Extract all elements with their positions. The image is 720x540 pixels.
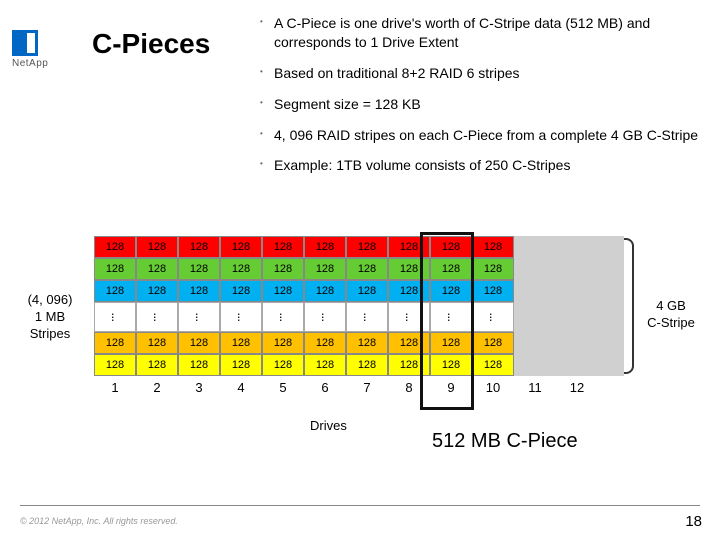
raid-cell: 128 (430, 332, 472, 354)
raid-cell: 128 (262, 258, 304, 280)
raid-cell: 128 (430, 258, 472, 280)
drive-number: 6 (304, 376, 346, 398)
raid-cell: 128 (178, 280, 220, 302)
raid-cell: 128 (220, 258, 262, 280)
raid-cell: 128 (220, 354, 262, 376)
raid-cell: 128 (388, 332, 430, 354)
raid-cell: . . . (388, 302, 430, 332)
raid-cell: 128 (94, 280, 136, 302)
raid-cell: 128 (388, 258, 430, 280)
raid-cell: 128 (430, 354, 472, 376)
raid-cell: 128 (388, 354, 430, 376)
raid-cell: 128 (304, 354, 346, 376)
cpiece-label: 512 MB C-Piece (432, 430, 578, 453)
raid-cell: 128 (304, 280, 346, 302)
page-title: C-Pieces (92, 28, 210, 60)
drive-number: 4 (220, 376, 262, 398)
raid-cell: . . . (178, 302, 220, 332)
footer-divider (20, 505, 700, 506)
raid-cell: 128 (262, 354, 304, 376)
raid-cell: 128 (472, 354, 514, 376)
raid-cell: . . . (136, 302, 178, 332)
raid-cell: 128 (220, 236, 262, 258)
drive-number: 10 (472, 376, 514, 398)
raid-cell: 128 (220, 332, 262, 354)
drive-number: 1 (94, 376, 136, 398)
raid-cell: 128 (472, 332, 514, 354)
raid-cell: 128 (136, 332, 178, 354)
bullet-item: A C-Piece is one drive's worth of C-Stri… (260, 14, 700, 52)
drive-number: 5 (262, 376, 304, 398)
drives-label: Drives (310, 418, 347, 433)
raid-cell: 128 (178, 354, 220, 376)
raid-cell: 128 (220, 280, 262, 302)
raid-cell: 128 (178, 332, 220, 354)
raid-cell: . . . (94, 302, 136, 332)
raid-cell: 128 (472, 280, 514, 302)
raid-cell: 128 (472, 258, 514, 280)
raid-cell: . . . (472, 302, 514, 332)
raid-cell: . . . (262, 302, 304, 332)
raid-cell: 128 (304, 258, 346, 280)
raid-cell: 128 (304, 236, 346, 258)
raid-cell: 128 (346, 236, 388, 258)
raid-cell: 128 (472, 236, 514, 258)
raid-cell: 128 (94, 258, 136, 280)
drive-number: 7 (346, 376, 388, 398)
raid-cell: 128 (136, 236, 178, 258)
raid-cell: 128 (262, 236, 304, 258)
raid-cell: 128 (178, 236, 220, 258)
raid-cell: 128 (94, 354, 136, 376)
bullet-item: Segment size = 128 KB (260, 95, 700, 114)
raid-cell: 128 (262, 280, 304, 302)
raid-cell: . . . (220, 302, 262, 332)
raid-cell: . . . (430, 302, 472, 332)
raid-cell: 128 (94, 332, 136, 354)
drive-number: 12 (556, 376, 598, 398)
raid-diagram: 1281281281281281281281281281281281281281… (94, 236, 598, 398)
drive-number: 9 (430, 376, 472, 398)
raid-cell: 128 (346, 354, 388, 376)
bullet-list: A C-Piece is one drive's worth of C-Stri… (260, 14, 700, 187)
bullet-item: Based on traditional 8+2 RAID 6 stripes (260, 64, 700, 83)
raid-cell: 128 (136, 354, 178, 376)
raid-cell: 128 (94, 236, 136, 258)
raid-cell: 128 (430, 280, 472, 302)
raid-cell: 128 (388, 236, 430, 258)
page-number: 18 (685, 513, 702, 530)
netapp-logo: NetApp (12, 30, 48, 69)
drive-number: 8 (388, 376, 430, 398)
raid-cell: 128 (136, 258, 178, 280)
drive-number: 3 (178, 376, 220, 398)
raid-cell: 128 (388, 280, 430, 302)
bullet-item: 4, 096 RAID stripes on each C-Piece from… (260, 126, 700, 145)
brace-right (624, 238, 634, 374)
raid-cell: 128 (304, 332, 346, 354)
raid-cell: 128 (136, 280, 178, 302)
raid-cell: 128 (346, 332, 388, 354)
logo-text: NetApp (12, 58, 48, 69)
raid-cell: 128 (178, 258, 220, 280)
drive-number: 2 (136, 376, 178, 398)
raid-cell: 128 (430, 236, 472, 258)
drive-number-row: 123456789101112 (94, 376, 598, 398)
bullet-item: Example: 1TB volume consists of 250 C-St… (260, 156, 700, 175)
raid-cell: . . . (304, 302, 346, 332)
raid-cell: 128 (262, 332, 304, 354)
raid-cell: 128 (346, 280, 388, 302)
right-label: 4 GBC-Stripe (636, 298, 706, 332)
drive-number: 11 (514, 376, 556, 398)
raid-cell: 128 (346, 258, 388, 280)
raid-cell: . . . (346, 302, 388, 332)
footer-copyright: © 2012 NetApp, Inc. All rights reserved. (20, 516, 178, 526)
left-label: (4, 096)1 MBStripes (10, 292, 90, 343)
